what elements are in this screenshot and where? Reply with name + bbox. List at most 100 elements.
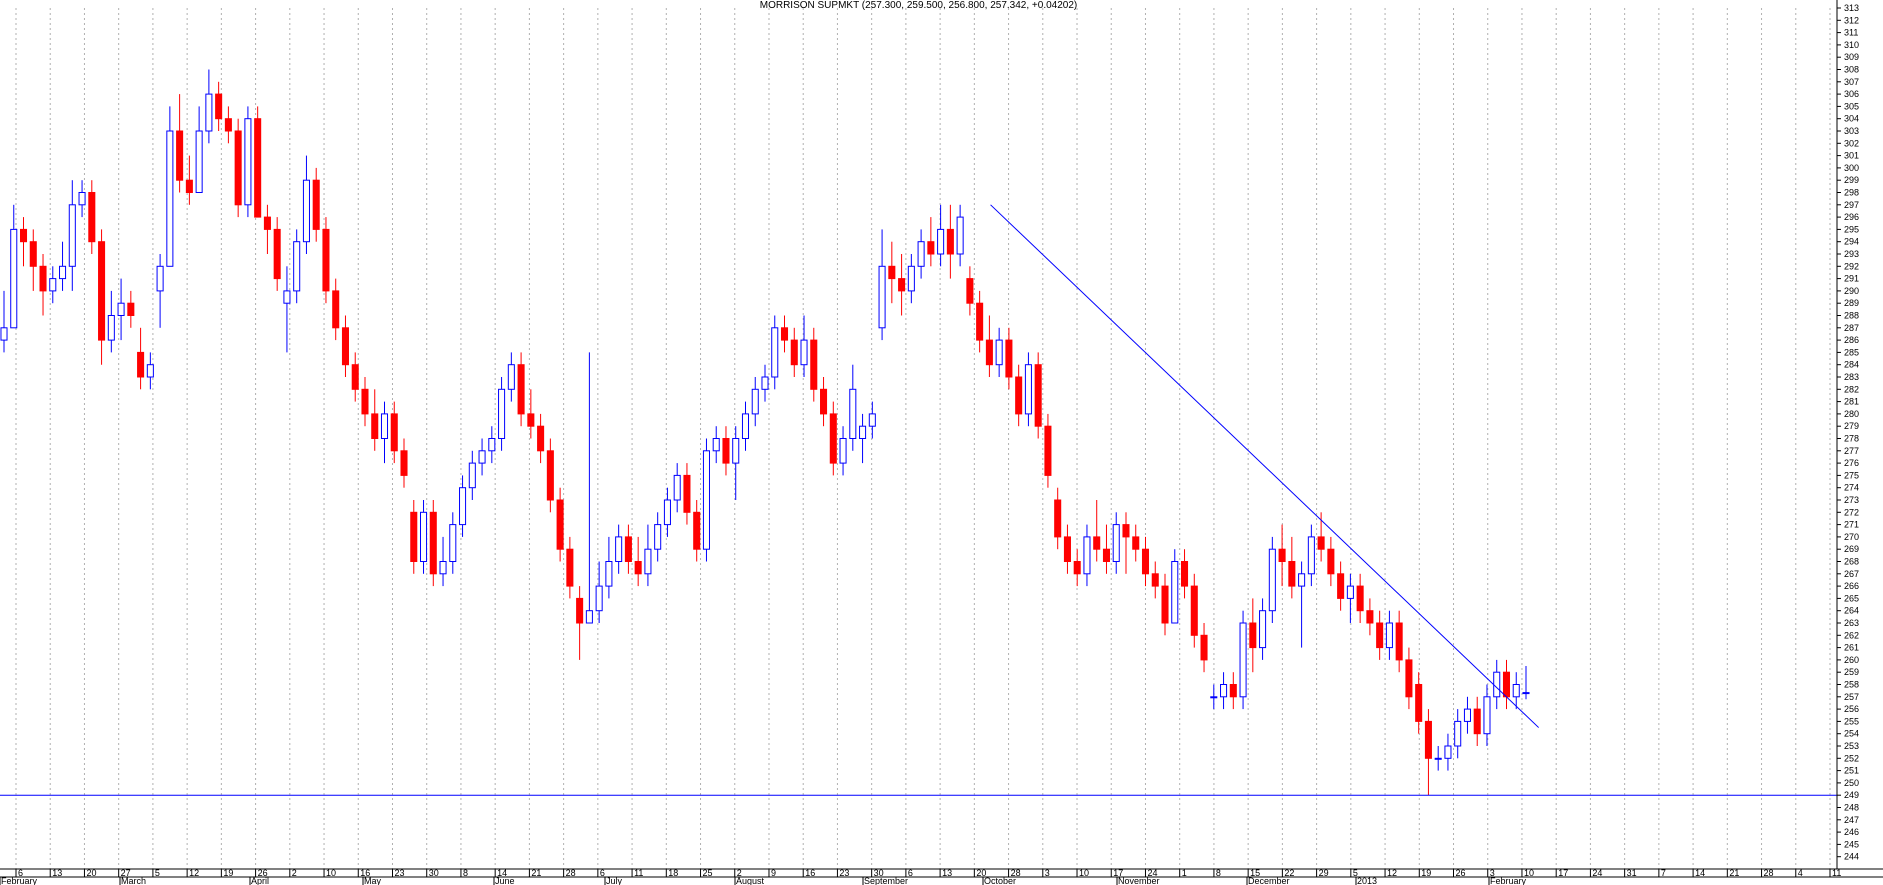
candle-body bbox=[595, 585, 603, 612]
candle-body bbox=[654, 524, 662, 550]
candle-body bbox=[927, 241, 935, 255]
x-tick-label: 10 bbox=[1524, 868, 1534, 878]
y-tick-label: 302 bbox=[1844, 138, 1859, 148]
candle-body bbox=[556, 499, 564, 550]
candle-body bbox=[1317, 536, 1325, 550]
x-tick-label: 6 bbox=[908, 868, 913, 878]
candle-body bbox=[351, 364, 359, 390]
candle-body bbox=[1483, 696, 1491, 735]
candle-body bbox=[107, 315, 115, 341]
y-tick-label: 256 bbox=[1844, 704, 1859, 714]
candle-body bbox=[663, 499, 671, 526]
candle-body bbox=[898, 278, 906, 292]
candle-body bbox=[1473, 708, 1481, 735]
candle-body bbox=[39, 265, 47, 292]
y-tick-label: 285 bbox=[1844, 347, 1859, 357]
candle-body bbox=[566, 548, 574, 587]
y-tick-label: 251 bbox=[1844, 766, 1859, 776]
y-tick-label: 291 bbox=[1844, 274, 1859, 284]
month-label: March bbox=[121, 876, 146, 885]
candle-body bbox=[751, 388, 759, 415]
y-tick-label: 289 bbox=[1844, 298, 1859, 308]
y-tick-label: 264 bbox=[1844, 606, 1859, 616]
candle-body bbox=[478, 450, 486, 464]
candle-body bbox=[488, 438, 496, 452]
x-tick-label: 3 bbox=[1045, 868, 1050, 878]
candle-body bbox=[868, 413, 876, 427]
y-tick-label: 278 bbox=[1844, 434, 1859, 444]
x-tick-label: 4 bbox=[1798, 868, 1803, 878]
candle-body bbox=[693, 511, 701, 550]
candle-body bbox=[273, 228, 281, 280]
x-tick-label: 1 bbox=[1182, 868, 1187, 878]
x-tick-label: 6 bbox=[18, 868, 23, 878]
y-tick-label: 248 bbox=[1844, 803, 1859, 813]
y-tick-label: 262 bbox=[1844, 630, 1859, 640]
y-tick-label: 313 bbox=[1844, 3, 1859, 13]
x-tick-label: 30 bbox=[429, 868, 439, 878]
candle-body bbox=[468, 462, 476, 489]
candle-body bbox=[1122, 524, 1130, 538]
candle-body bbox=[1376, 622, 1384, 649]
candle-body bbox=[1405, 659, 1413, 698]
y-tick-label: 265 bbox=[1844, 593, 1859, 603]
y-tick-label: 301 bbox=[1844, 151, 1859, 161]
x-tick-label: 13 bbox=[942, 868, 952, 878]
candle-body bbox=[1493, 671, 1501, 698]
candle-body bbox=[1190, 585, 1198, 636]
candle-body bbox=[615, 536, 623, 563]
candle-body bbox=[517, 364, 525, 415]
y-tick-label: 244 bbox=[1844, 852, 1859, 862]
x-tick-label: 6 bbox=[600, 868, 605, 878]
candle-body bbox=[19, 228, 28, 243]
y-tick-label: 287 bbox=[1844, 323, 1859, 333]
candle-body bbox=[1073, 561, 1081, 575]
candle-body bbox=[59, 265, 67, 280]
candle-body bbox=[907, 265, 915, 292]
candle-body bbox=[956, 216, 964, 255]
y-tick-label: 266 bbox=[1844, 581, 1859, 591]
x-tick-label: 9 bbox=[771, 868, 776, 878]
candle-body bbox=[1307, 536, 1315, 575]
candle-body bbox=[449, 524, 457, 562]
y-tick-label: 304 bbox=[1844, 114, 1859, 124]
candle-body bbox=[839, 438, 847, 464]
y-tick-label: 282 bbox=[1844, 384, 1859, 394]
candle-body bbox=[1463, 708, 1471, 722]
x-tick-label: 19 bbox=[1421, 868, 1431, 878]
y-tick-label: 308 bbox=[1844, 65, 1859, 75]
candle-body bbox=[741, 413, 750, 439]
candle-body bbox=[234, 130, 242, 206]
y-tick-label: 258 bbox=[1844, 680, 1859, 690]
y-tick-label: 292 bbox=[1844, 261, 1859, 271]
y-tick-label: 298 bbox=[1844, 188, 1859, 198]
candle-body bbox=[527, 413, 535, 427]
candle-body bbox=[254, 118, 262, 218]
y-tick-label: 312 bbox=[1844, 15, 1859, 25]
candle-body bbox=[849, 388, 857, 439]
candle-body bbox=[98, 241, 106, 341]
candle-body bbox=[634, 561, 642, 575]
y-tick-label: 307 bbox=[1844, 77, 1859, 87]
candle-body bbox=[644, 548, 652, 575]
x-tick-label: 25 bbox=[703, 868, 713, 878]
candle-body bbox=[1522, 692, 1530, 695]
candle-body bbox=[985, 339, 993, 366]
x-tick-label: 21 bbox=[531, 868, 541, 878]
y-tick-label: 306 bbox=[1844, 89, 1859, 99]
candle-body bbox=[829, 413, 837, 464]
candle-body bbox=[1093, 536, 1101, 550]
candle-body bbox=[68, 204, 76, 267]
candle-body bbox=[1415, 684, 1423, 722]
x-tick-label: 20 bbox=[86, 868, 96, 878]
x-tick-label: 7 bbox=[1661, 868, 1666, 878]
month-label: August bbox=[736, 876, 765, 885]
y-tick-label: 245 bbox=[1844, 839, 1859, 849]
candle-body bbox=[117, 302, 125, 317]
x-tick-label: 10 bbox=[326, 868, 336, 878]
candle-body bbox=[341, 327, 349, 366]
candle-body bbox=[1005, 339, 1013, 378]
candle-body bbox=[1278, 548, 1286, 563]
candle-body bbox=[185, 179, 193, 193]
x-tick-label: 28 bbox=[1764, 868, 1774, 878]
